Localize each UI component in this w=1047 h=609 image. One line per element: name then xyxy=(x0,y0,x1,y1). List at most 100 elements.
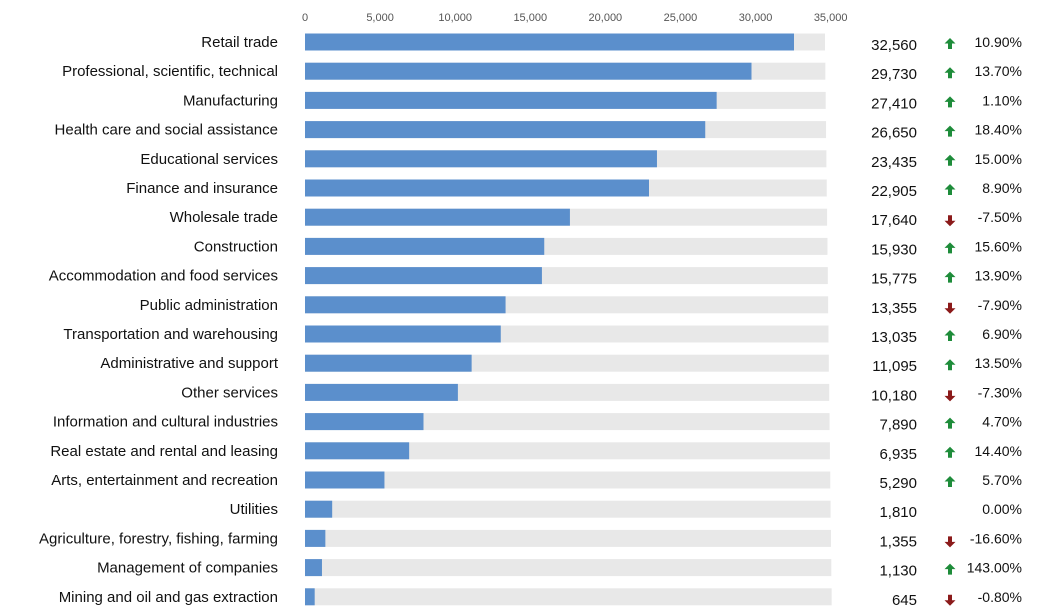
bar xyxy=(305,33,794,51)
bar-track xyxy=(305,413,830,431)
value-label: 26,650 xyxy=(871,125,917,142)
arrow-down-icon xyxy=(944,390,956,402)
bar-track xyxy=(305,559,832,577)
value-label: 22,905 xyxy=(871,183,917,200)
percent-change-label: 13.90% xyxy=(975,268,1022,284)
arrow-up-icon xyxy=(944,242,956,254)
bar xyxy=(305,325,501,343)
bar xyxy=(305,588,315,606)
value-label: 29,730 xyxy=(871,66,917,83)
category-label: Wholesale trade xyxy=(170,209,278,226)
percent-change-label: 15.60% xyxy=(975,238,1022,254)
bar xyxy=(305,559,322,577)
value-label: 1,810 xyxy=(879,504,917,521)
value-label: 5,290 xyxy=(879,475,917,492)
x-tick-label: 10,000 xyxy=(438,12,472,24)
percent-change-label: 14.40% xyxy=(975,443,1022,459)
category-label: Transportation and warehousing xyxy=(63,326,278,343)
percent-change-label: -0.80% xyxy=(978,589,1022,605)
bar xyxy=(305,150,657,168)
value-label: 1,355 xyxy=(879,533,917,550)
category-label: Real estate and rental and leasing xyxy=(50,443,278,460)
category-label: Professional, scientific, technical xyxy=(62,63,278,80)
value-label: 645 xyxy=(892,592,917,609)
percent-change-label: 0.00% xyxy=(982,501,1022,517)
arrow-up-icon xyxy=(944,154,956,166)
bar-track xyxy=(305,442,830,460)
bar xyxy=(305,413,424,431)
value-label: 15,775 xyxy=(871,271,917,288)
percent-change-label: 1.10% xyxy=(982,92,1022,108)
bar xyxy=(305,121,706,139)
category-label: Utilities xyxy=(230,501,278,518)
arrow-up-icon xyxy=(944,417,956,429)
bar xyxy=(305,354,472,372)
value-label: 32,560 xyxy=(871,37,917,54)
arrow-up-icon xyxy=(944,38,956,49)
x-tick-label: 15,000 xyxy=(513,12,547,24)
arrow-down-icon xyxy=(944,302,956,314)
value-label: 7,890 xyxy=(879,417,917,434)
bar xyxy=(305,471,385,489)
percent-change-label: 13.70% xyxy=(975,63,1022,79)
arrow-up-icon xyxy=(944,330,956,341)
category-label: Accommodation and food services xyxy=(49,268,278,285)
arrow-up-icon xyxy=(944,476,956,487)
percent-change-label: -7.30% xyxy=(978,384,1022,400)
category-label: Finance and insurance xyxy=(126,180,278,197)
category-label: Mining and oil and gas extraction xyxy=(59,589,278,606)
bar xyxy=(305,179,649,197)
category-label: Manufacturing xyxy=(183,92,278,109)
percent-change-label: 13.50% xyxy=(975,355,1022,371)
arrow-down-icon xyxy=(944,594,956,606)
value-label: 10,180 xyxy=(871,387,917,404)
category-label: Health care and social assistance xyxy=(55,122,278,139)
category-label: Management of companies xyxy=(97,560,278,577)
arrow-up-icon xyxy=(944,359,956,371)
x-tick-label: 35,000 xyxy=(814,12,848,24)
arrow-up-icon xyxy=(944,96,956,108)
percent-change-label: 15.00% xyxy=(975,151,1022,167)
category-label: Administrative and support xyxy=(100,355,278,372)
category-label: Agriculture, forestry, fishing, farming xyxy=(39,530,278,547)
x-tick-label: 20,000 xyxy=(589,12,623,24)
bar-track xyxy=(305,471,831,489)
arrow-up-icon xyxy=(944,563,956,575)
value-label: 13,035 xyxy=(871,329,917,346)
percent-change-label: 18.40% xyxy=(975,122,1022,138)
category-label: Retail trade xyxy=(201,34,278,51)
x-tick-label: 5,000 xyxy=(366,12,394,24)
bar-track xyxy=(305,588,832,606)
bar xyxy=(305,208,570,226)
value-label: 15,930 xyxy=(871,241,917,258)
arrow-up-icon xyxy=(944,184,956,195)
bar xyxy=(305,500,333,518)
percent-change-label: 10.90% xyxy=(975,34,1022,50)
category-label: Other services xyxy=(181,384,278,401)
value-label: 23,435 xyxy=(871,154,917,171)
arrow-down-icon xyxy=(944,215,956,227)
arrow-down-icon xyxy=(944,536,956,548)
category-label: Public administration xyxy=(140,297,278,314)
value-label: 13,355 xyxy=(871,300,917,317)
percent-change-label: 5.70% xyxy=(982,472,1022,488)
percent-change-label: 6.90% xyxy=(982,326,1022,342)
value-label: 6,935 xyxy=(879,446,917,463)
percent-change-label: -7.50% xyxy=(978,209,1022,225)
percent-change-label: 4.70% xyxy=(982,414,1022,430)
x-tick-label: 30,000 xyxy=(739,12,773,24)
value-label: 1,130 xyxy=(879,563,917,580)
value-label: 11,095 xyxy=(872,358,917,375)
percent-change-label: -7.90% xyxy=(978,297,1022,313)
category-label: Arts, entertainment and recreation xyxy=(51,472,278,489)
x-tick-label: 0 xyxy=(302,12,308,24)
value-label: 17,640 xyxy=(871,212,917,229)
category-label: Construction xyxy=(194,238,278,255)
x-tick-label: 25,000 xyxy=(664,12,698,24)
arrow-up-icon xyxy=(944,446,956,458)
arrow-up-icon xyxy=(944,125,956,137)
bar xyxy=(305,91,717,109)
arrow-up-icon xyxy=(944,271,956,283)
category-label: Educational services xyxy=(140,151,278,168)
